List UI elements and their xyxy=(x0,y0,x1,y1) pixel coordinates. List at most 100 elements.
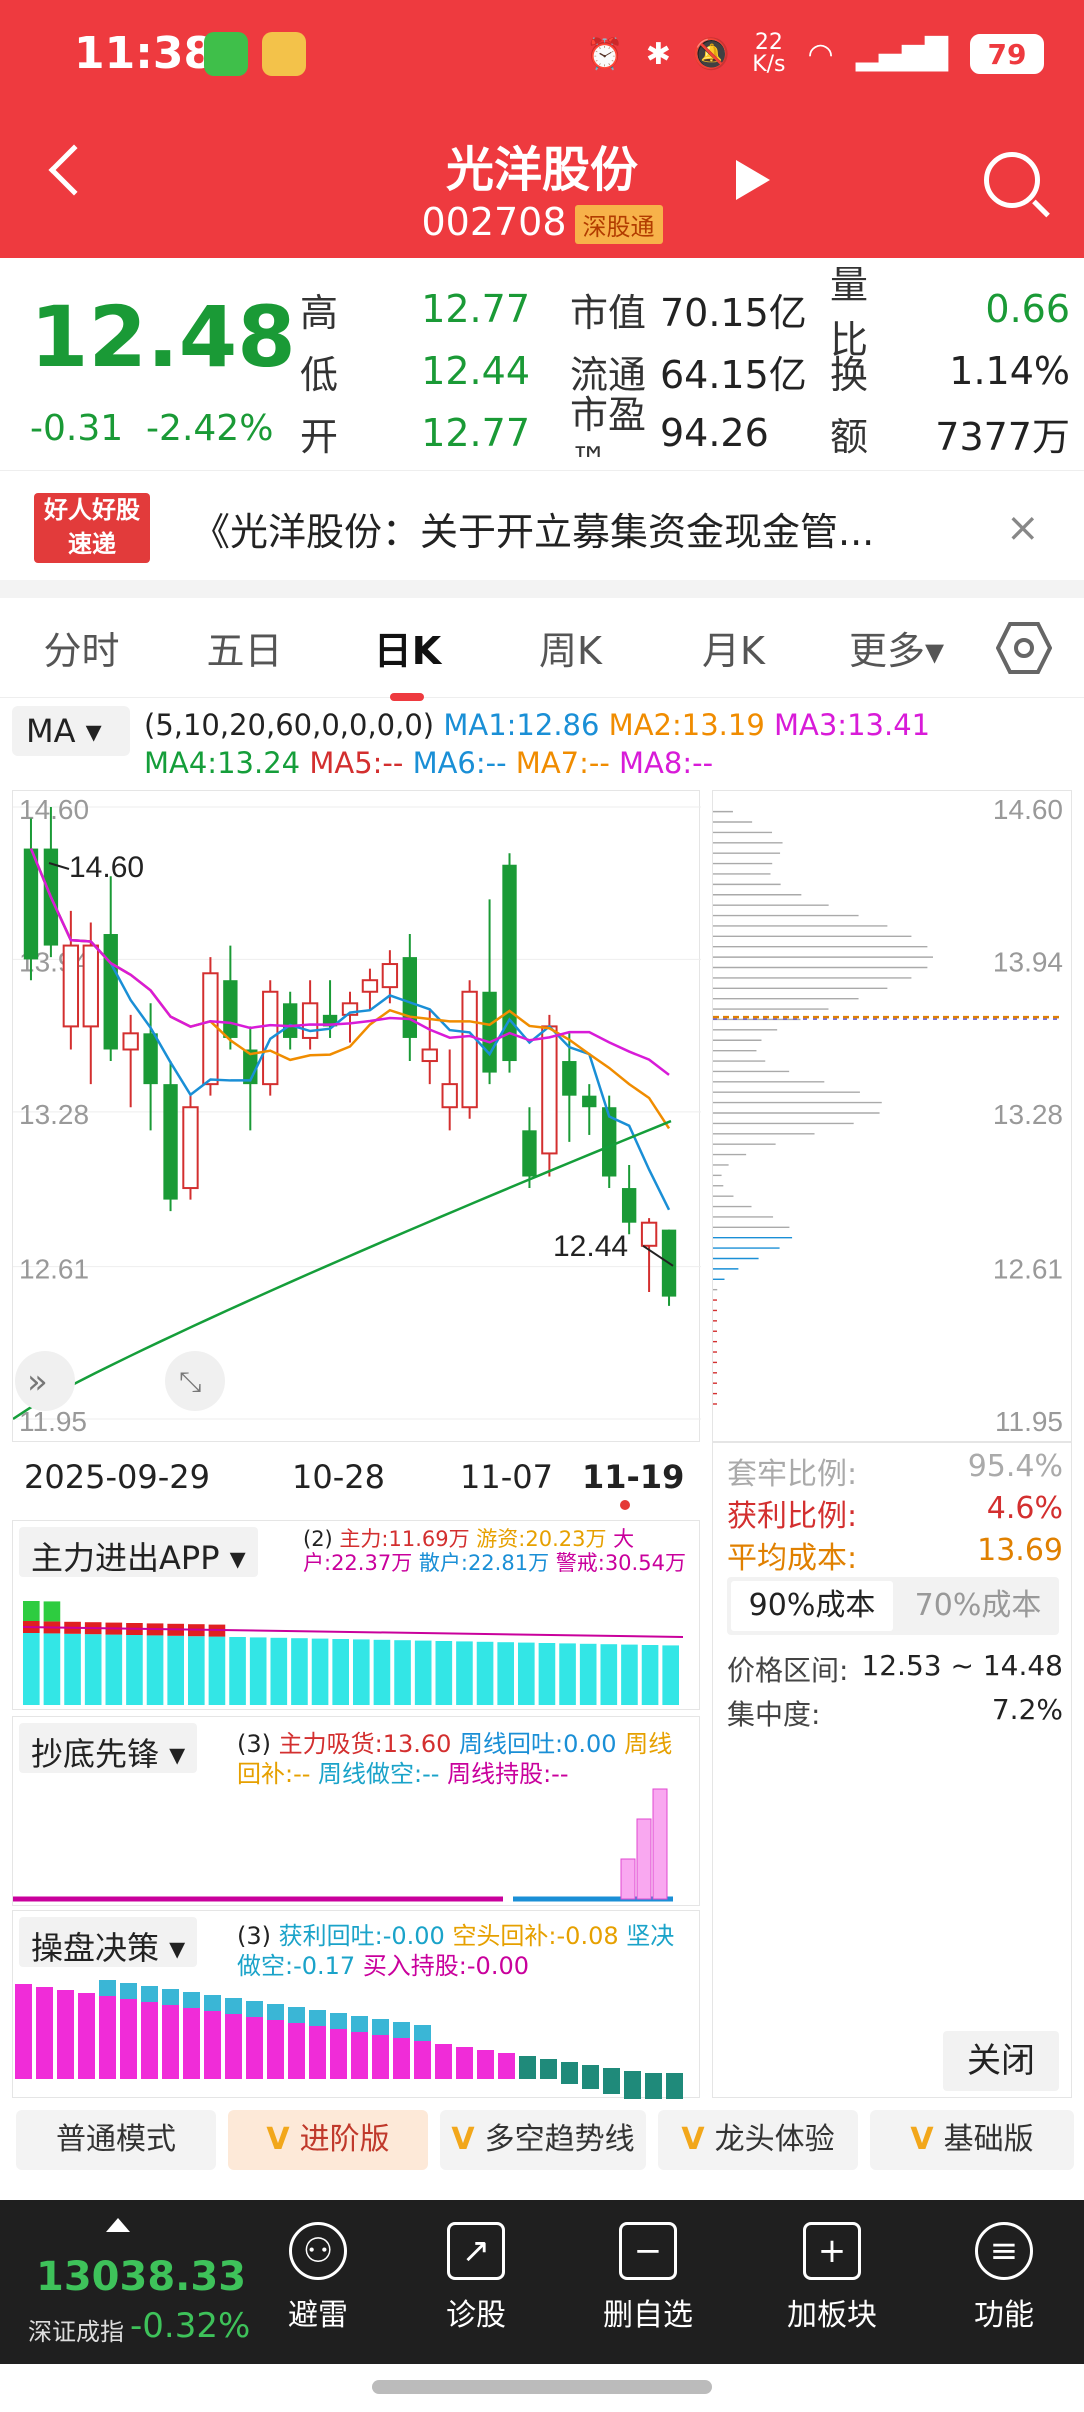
news-banner[interactable]: 好人好股 速递 《光洋股份：关于开立募集资金现金管... × xyxy=(0,470,1084,580)
tab-monthly-k[interactable]: 月K xyxy=(702,629,765,673)
indicator-bar xyxy=(621,1644,638,1705)
candle-body xyxy=(381,963,399,989)
mute-icon: 🔕 xyxy=(692,36,731,72)
ma4-line xyxy=(12,1119,672,1421)
high-annotation: 14.60 xyxy=(69,851,144,884)
ma-value: MA1:12.86 xyxy=(443,708,609,742)
close-icon[interactable]: × xyxy=(1006,505,1040,551)
indicator-selector-3[interactable]: 操盘决策 ▾ xyxy=(19,1917,198,1967)
indicator-selector-2[interactable]: 抄底先锋 ▾ xyxy=(19,1723,198,1773)
indicator-bar-blue xyxy=(288,2007,305,2023)
news-logo: 好人好股 速递 xyxy=(34,493,150,563)
nav-functions[interactable]: ≡ 功能 xyxy=(944,2222,1064,2334)
expand-button xyxy=(15,1351,75,1411)
indicator-bar xyxy=(99,1996,116,2079)
indicator-bar-blue xyxy=(330,2013,347,2029)
status-icons: ⏰ ✱ 🔕 22 K/s ◠ ▂▄▆█ 79 xyxy=(586,32,1044,76)
search-icon[interactable] xyxy=(984,152,1040,208)
indicator-bar-neg xyxy=(666,2079,683,2099)
nav-avoid[interactable]: ⚇ 避雷 xyxy=(258,2222,378,2334)
candle-body xyxy=(103,934,118,1050)
stock-code: 002708 xyxy=(421,200,567,244)
home-indicator[interactable] xyxy=(372,2380,712,2394)
indicator-bar xyxy=(36,1987,53,2079)
kline-chart[interactable]: 14.60 13.94 13.28 12.61 11.95 14.60 12.44» ⤡ xyxy=(12,790,701,1442)
ma-value: MA7:-- xyxy=(515,746,620,780)
app-notification-icon xyxy=(262,32,306,76)
close-button[interactable]: 关闭 xyxy=(943,2031,1059,2091)
indicator-bar-neg xyxy=(582,2079,599,2089)
mode-basic[interactable]: V 基础版 xyxy=(870,2110,1074,2170)
wifi-icon: ◠ xyxy=(807,36,834,72)
candle-body xyxy=(482,991,497,1073)
tab-70-cost[interactable]: 70%成本 xyxy=(914,1588,1042,1623)
cost-row: 获利比例: 4.6% xyxy=(727,1491,1063,1534)
mode-leader[interactable]: V 龙头体验 xyxy=(658,2110,858,2170)
date-label: 11-19 xyxy=(582,1458,685,1496)
indicator-bar xyxy=(414,2041,431,2079)
nav-remove-watchlist[interactable]: − 删自选 xyxy=(588,2222,708,2334)
quote-panel: 12.48 -0.31 -2.42% 高 12.77 市值 70.15亿 量比 0.6… xyxy=(0,258,1084,483)
mode-bar: 普通模式 V 进阶版 V 多空趋势线 V 龙头体验 V 基础版 xyxy=(0,2110,1084,2190)
indicator-bar-blue xyxy=(267,2004,284,2020)
indicator-bar xyxy=(311,1638,329,1705)
indicator-values-3: (3) 获利回吐:-0.00 空头回补:-0.08 坚决做空:-0.17 买入持… xyxy=(237,1922,675,1980)
low-annotation: 12.44 xyxy=(553,1230,628,1263)
indicator-bar xyxy=(477,2050,494,2079)
bottom-bar: 13038.33 深证成指 -0.32% ⚇ 避雷 ↗ 诊股 − 删自选 + 加板块 ≡… xyxy=(0,2200,1084,2364)
indicator-bar-blue xyxy=(120,1983,137,1999)
last-price: 12.48 xyxy=(30,288,296,386)
tab-more[interactable]: 更多▾ xyxy=(848,629,945,673)
ma-selector[interactable]: MA ▾ xyxy=(12,706,130,756)
settings-icon[interactable] xyxy=(996,620,1052,676)
indicator-bar xyxy=(146,1635,164,1705)
indicator-bar xyxy=(246,2017,263,2079)
expand-up-icon[interactable] xyxy=(106,2218,130,2232)
quote-row: 高 12.77 市值 70.15亿 量比 0.66 xyxy=(300,263,1070,362)
index-value[interactable]: 13038.33 xyxy=(36,2254,247,2300)
candle-body xyxy=(23,848,39,960)
indicator-bars-3 xyxy=(15,1980,683,2099)
y-tick-label: 11.95 xyxy=(995,1406,1063,1437)
stock-code-line: 002708 深股通 xyxy=(0,200,1084,244)
indicator-value: 周线做空:-- xyxy=(318,1760,448,1788)
signal-icon: ▂▄▆█ xyxy=(855,36,948,72)
indicator-bar xyxy=(519,2056,536,2079)
play-icon[interactable] xyxy=(736,160,770,200)
indicator-bar xyxy=(645,2073,662,2079)
candle-body xyxy=(223,980,238,1038)
wechat-icon xyxy=(204,32,248,76)
indicator-bar-neg xyxy=(645,2079,662,2099)
indicator-bar xyxy=(204,2011,221,2079)
indicator-bar-blue xyxy=(351,2016,368,2032)
indicator-bar xyxy=(394,1640,411,1705)
nav-diagnose[interactable]: ↗ 诊股 xyxy=(416,2222,536,2334)
tab-five-day[interactable]: 五日 xyxy=(206,629,283,673)
indicator-bar xyxy=(641,1645,659,1705)
indicator-value: 游资:20.23万 xyxy=(476,1527,614,1551)
indicator-bar xyxy=(561,2062,578,2079)
nav-add-sector[interactable]: + 加板块 xyxy=(772,2222,892,2334)
candle-body xyxy=(182,1106,199,1190)
battery-icon: 79 xyxy=(970,34,1044,74)
quote-grid: 高 12.77 市值 70.15亿 量比 0.66 低 12.44 流通 64.15亿 换… xyxy=(300,263,1070,483)
tab-daily-k[interactable]: 日K xyxy=(326,620,489,701)
mode-normal[interactable]: 普通模式 xyxy=(16,2110,216,2170)
candle-body xyxy=(122,1032,139,1051)
indicator-bar xyxy=(603,2068,620,2079)
y-tick-label: 12.61 xyxy=(19,1254,89,1285)
mode-advanced[interactable]: V 进阶版 xyxy=(228,2110,428,2170)
candle-body xyxy=(361,979,379,993)
alarm-icon: ⏰ xyxy=(586,36,624,72)
indicator-bar xyxy=(393,2038,410,2079)
tab-weekly-k[interactable]: 周K xyxy=(539,629,602,673)
mode-trendline[interactable]: V 多空趋势线 xyxy=(440,2110,646,2170)
indicator-bar-neg xyxy=(603,2079,620,2094)
news-headline[interactable]: 《光洋股份：关于开立募集资金现金管... xyxy=(192,510,875,554)
tab-intraday[interactable]: 分时 xyxy=(43,629,120,673)
indicator-selector-1[interactable]: 主力进出APP ▾ xyxy=(19,1527,258,1577)
tab-90-cost[interactable]: 90%成本 xyxy=(731,1581,893,1631)
indicator-bars-1 xyxy=(22,1601,684,1705)
indicator-bar xyxy=(78,1993,95,2079)
index-name: 深证成指 xyxy=(28,2318,124,2346)
